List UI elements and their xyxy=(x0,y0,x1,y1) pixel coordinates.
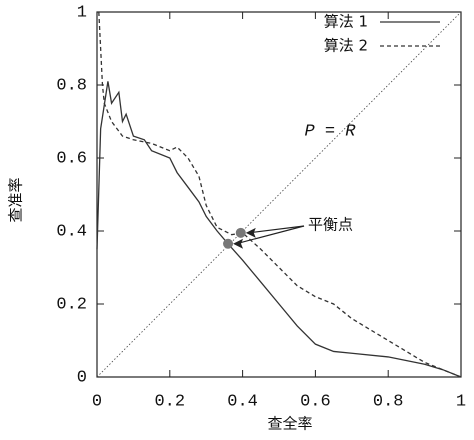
x-tick-label: 0.6 xyxy=(300,392,331,411)
y-tick-label: 1 xyxy=(77,3,87,22)
arrow-head xyxy=(233,238,244,249)
y-axis-label: 查准率 xyxy=(7,177,25,222)
y-tick-label: 0.4 xyxy=(56,222,87,241)
x-tick-label: 0.4 xyxy=(227,392,258,411)
series-line xyxy=(96,81,462,378)
arrow xyxy=(248,225,305,234)
x-tick-label: 1 xyxy=(456,392,466,411)
balance-point xyxy=(235,227,246,238)
x-tick-label: 0.2 xyxy=(154,392,185,411)
series-line xyxy=(98,11,462,378)
y-tick-label: 0.6 xyxy=(56,149,87,168)
x-axis-label: 查全率 xyxy=(267,415,312,433)
balance-label: 平衡点 xyxy=(308,216,353,234)
x-tick-label: 0 xyxy=(92,392,102,411)
balance-point xyxy=(223,238,234,249)
y-tick-label: 0 xyxy=(77,368,87,387)
y-tick-label: 0.8 xyxy=(56,76,87,95)
x-tick-label: 0.8 xyxy=(373,392,404,411)
diagonal xyxy=(96,11,462,378)
legend-label: 算法 1 xyxy=(324,13,368,31)
arrow xyxy=(235,225,305,245)
plot-frame xyxy=(96,11,462,378)
arrow-head xyxy=(245,227,256,238)
diagonal-label: P = R xyxy=(304,122,356,141)
legend-label: 算法 2 xyxy=(324,37,368,55)
y-tick-label: 0.2 xyxy=(56,295,87,314)
